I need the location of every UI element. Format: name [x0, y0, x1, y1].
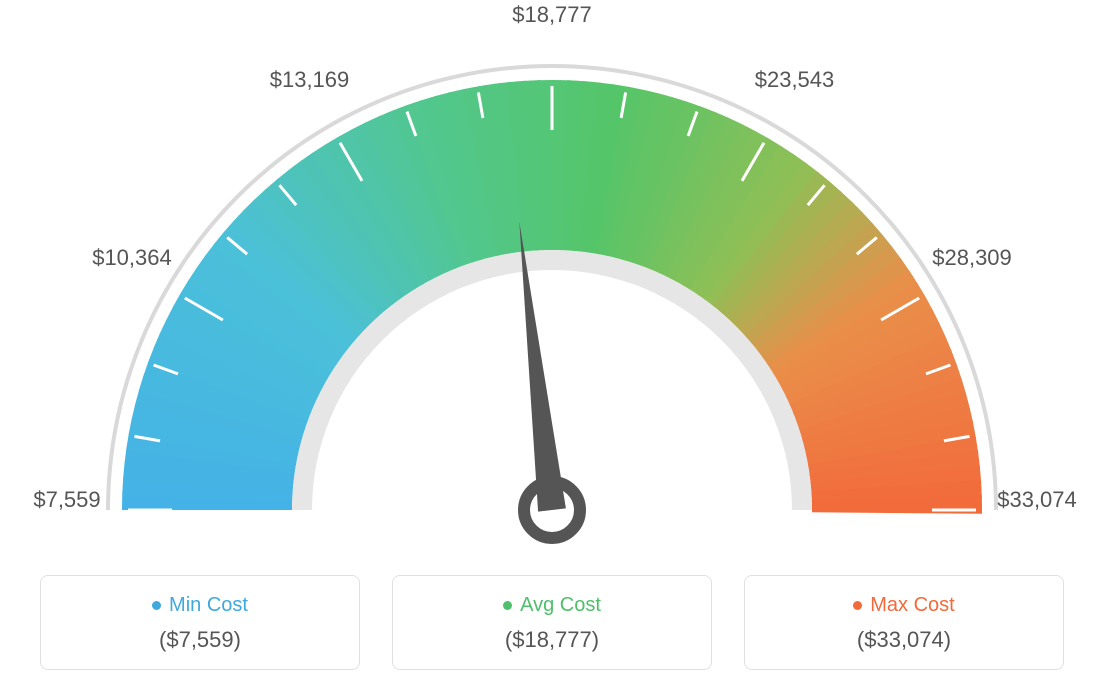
- gauge-tick-label: $33,074: [997, 487, 1077, 513]
- dot-icon: [503, 601, 512, 610]
- legend-value-avg: ($18,777): [405, 627, 699, 653]
- gauge-tick-label: $7,559: [33, 487, 100, 513]
- legend-card-avg: Avg Cost ($18,777): [392, 575, 712, 670]
- legend-card-min: Min Cost ($7,559): [40, 575, 360, 670]
- legend-card-max: Max Cost ($33,074): [744, 575, 1064, 670]
- legend-title-max: Max Cost: [853, 594, 954, 617]
- legend-value-min: ($7,559): [53, 627, 347, 653]
- legend-row: Min Cost ($7,559) Avg Cost ($18,777) Max…: [0, 575, 1104, 670]
- cost-gauge: $7,559 $10,364 $13,169 $18,777 $23,543 $28,30…: [0, 0, 1104, 560]
- gauge-tick-label: $13,169: [270, 67, 350, 93]
- gauge-tick-label: $28,309: [932, 245, 1012, 271]
- legend-title-avg: Avg Cost: [503, 594, 601, 617]
- legend-label-avg: Avg Cost: [520, 594, 601, 617]
- gauge-tick-label: $23,543: [755, 67, 835, 93]
- gauge-tick-label: $18,777: [512, 2, 592, 28]
- dot-icon: [853, 601, 862, 610]
- legend-value-max: ($33,074): [757, 627, 1051, 653]
- legend-title-min: Min Cost: [152, 594, 248, 617]
- legend-label-max: Max Cost: [870, 594, 954, 617]
- dot-icon: [152, 601, 161, 610]
- gauge-tick-label: $10,364: [92, 245, 172, 271]
- legend-label-min: Min Cost: [169, 594, 248, 617]
- gauge-svg: [0, 10, 1104, 570]
